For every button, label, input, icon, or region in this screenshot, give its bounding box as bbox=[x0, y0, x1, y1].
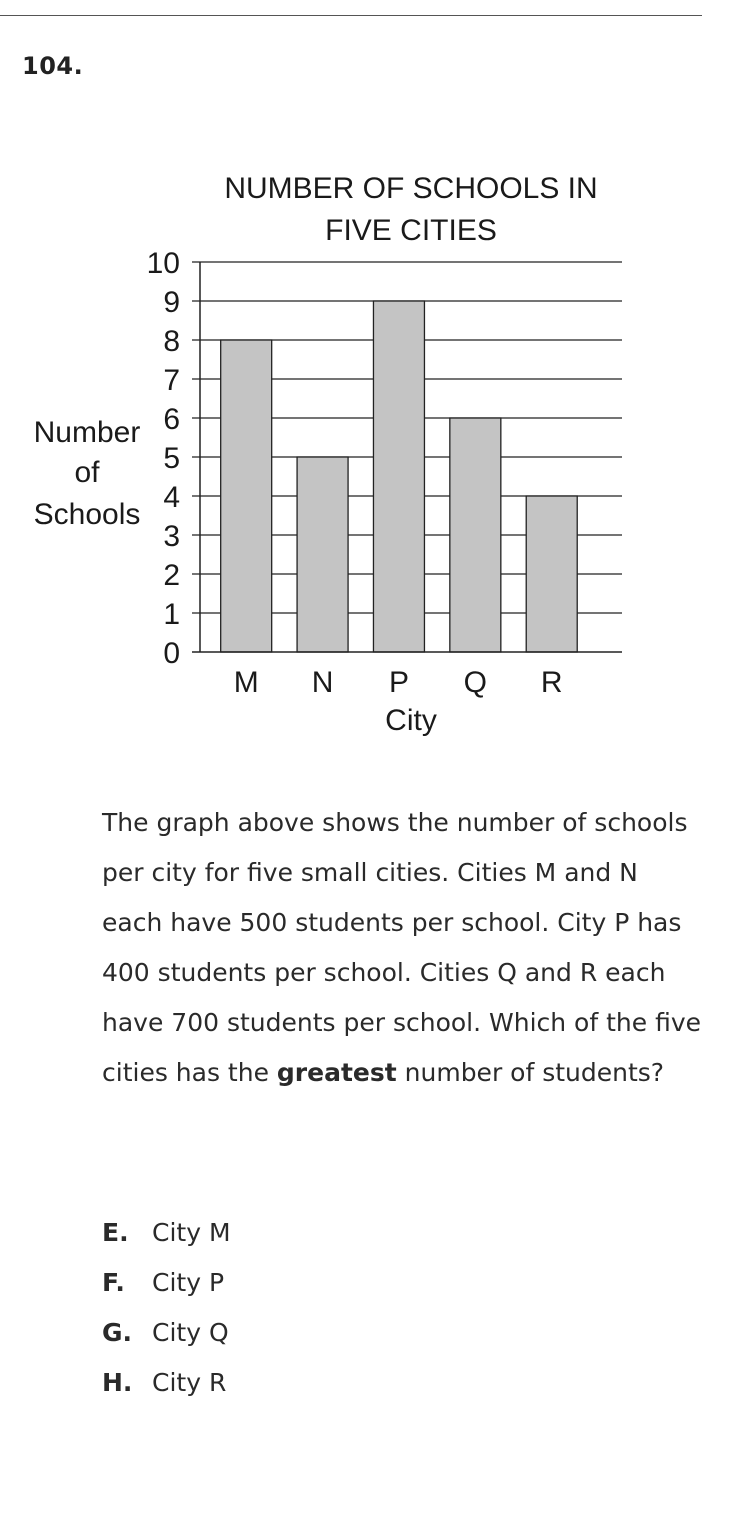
y-tick-label: 1 bbox=[163, 598, 180, 631]
y-tick-label: 0 bbox=[163, 637, 180, 670]
x-tick-label: N bbox=[312, 666, 334, 699]
bar-q bbox=[449, 417, 502, 653]
choice-text: City R bbox=[152, 1368, 227, 1397]
y-tick-label: 10 bbox=[147, 247, 180, 280]
y-axis-label-line-2: of bbox=[74, 456, 100, 489]
y-tick-label: 5 bbox=[163, 442, 180, 475]
y-tick-label: 2 bbox=[163, 559, 180, 592]
x-tick-label: M bbox=[234, 666, 259, 699]
choice-letter: G. bbox=[102, 1318, 133, 1347]
choice-h[interactable]: H. City R bbox=[102, 1358, 231, 1408]
choice-text: City Q bbox=[152, 1318, 229, 1347]
bar-r bbox=[525, 495, 578, 653]
choice-text: City M bbox=[152, 1218, 231, 1247]
choice-g[interactable]: G. City Q bbox=[102, 1308, 231, 1358]
question-number: 104. bbox=[22, 52, 84, 80]
choice-text: City P bbox=[152, 1268, 225, 1297]
bar-n bbox=[296, 456, 349, 653]
y-tick-label: 6 bbox=[163, 403, 180, 436]
top-rule bbox=[0, 15, 702, 16]
x-axis-label: City bbox=[385, 704, 437, 737]
y-tick-label: 9 bbox=[163, 286, 180, 319]
choice-letter: E. bbox=[102, 1218, 129, 1247]
x-tick-label: P bbox=[389, 666, 409, 699]
y-tick-label: 3 bbox=[163, 520, 180, 553]
x-tick-label: Q bbox=[464, 666, 487, 699]
question-emphasis: greatest bbox=[276, 1058, 397, 1087]
choice-letter: F. bbox=[102, 1268, 125, 1297]
x-tick-label: R bbox=[541, 666, 563, 699]
choice-e[interactable]: E. City M bbox=[102, 1208, 231, 1258]
y-tick-label: 8 bbox=[163, 325, 180, 358]
choice-letter: H. bbox=[102, 1368, 133, 1397]
question-text: The graph above shows the number of scho… bbox=[102, 798, 702, 1098]
y-tick-label: 4 bbox=[163, 481, 180, 514]
y-axis-label-line-3: Schools bbox=[34, 498, 141, 531]
question-text-before: The graph above shows the number of scho… bbox=[102, 808, 701, 1087]
y-tick-label: 7 bbox=[163, 364, 180, 397]
bar-chart: NUMBER OF SCHOOLS IN FIVE CITIES Number … bbox=[34, 172, 622, 737]
bar-p bbox=[372, 300, 426, 653]
answer-choices: E. City M F. City P G. City Q H. City R bbox=[102, 1208, 231, 1408]
chart-title-line-2: FIVE CITIES bbox=[325, 214, 497, 247]
bar-m bbox=[220, 339, 273, 653]
chart-title-line-1: NUMBER OF SCHOOLS IN bbox=[224, 172, 597, 205]
choice-f[interactable]: F. City P bbox=[102, 1258, 231, 1308]
question-text-after: number of students? bbox=[396, 1058, 665, 1087]
y-axis-label-line-1: Number bbox=[34, 416, 141, 449]
